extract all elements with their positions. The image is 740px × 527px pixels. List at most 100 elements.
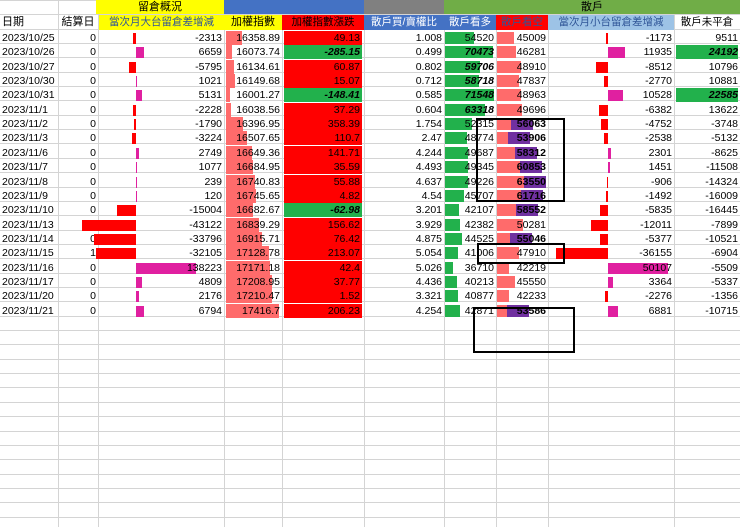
small-oi-bar bbox=[595, 61, 608, 73]
cell-date: 2023/11/20 bbox=[2, 290, 54, 303]
cell-small-oi: 6881 bbox=[648, 304, 672, 317]
index-bar bbox=[226, 174, 256, 189]
cell-small-oi: -2770 bbox=[645, 75, 672, 88]
cell-small-oi: -4752 bbox=[645, 118, 672, 131]
big-oi-bar bbox=[136, 147, 140, 159]
gridline-horizontal bbox=[0, 359, 740, 360]
retail-long-bar bbox=[445, 275, 458, 288]
cell-settle: 0 bbox=[90, 46, 96, 59]
cell-index: 16649.36 bbox=[236, 146, 280, 159]
cell-retail-long: 49345 bbox=[464, 161, 494, 174]
gridline-vertical bbox=[98, 0, 99, 527]
cell-retail-long: 71548 bbox=[464, 89, 494, 102]
cell-date: 2023/10/31 bbox=[2, 89, 55, 102]
table-row: 2023/11/20 0 2176 17210.47 1.52 3.321 40877 422… bbox=[0, 289, 740, 304]
cell-ratio: 4.254 bbox=[415, 304, 442, 317]
cell-index-change: 156.62 bbox=[284, 217, 362, 232]
gridline-horizontal bbox=[0, 502, 740, 503]
cell-small-oi: -906 bbox=[650, 175, 672, 188]
cell-small-oi: 50107 bbox=[642, 261, 672, 274]
gridline-vertical bbox=[674, 0, 675, 527]
small-oi-bar bbox=[601, 119, 608, 131]
big-oi-bar bbox=[133, 104, 136, 116]
header-retail-long: 散戶看多 bbox=[444, 15, 496, 30]
index-bar bbox=[226, 217, 259, 232]
retail-long-bar bbox=[445, 146, 469, 159]
cell-retail-net: -7899 bbox=[711, 218, 738, 231]
cell-settle: 0 bbox=[90, 261, 96, 274]
cell-index-change: 206.23 bbox=[284, 303, 362, 318]
big-oi-bar bbox=[133, 33, 136, 44]
cell-ratio: 0.604 bbox=[415, 103, 442, 116]
big-oi-bar bbox=[136, 190, 137, 202]
retail-short-bar bbox=[497, 75, 520, 88]
cell-big-oi: -2313 bbox=[195, 32, 222, 44]
cell-index: 16740.83 bbox=[236, 175, 280, 188]
cell-settle: 1 bbox=[90, 247, 96, 260]
retail-short-bar-base bbox=[497, 189, 522, 202]
big-oi-bar bbox=[136, 47, 145, 59]
index-bar bbox=[226, 31, 243, 45]
index-bar bbox=[226, 246, 269, 261]
table-row: 2023/10/30 0 1021 16149.68 15.07 0.712 58718 47… bbox=[0, 74, 740, 89]
cell-big-oi: 5131 bbox=[198, 89, 222, 102]
cell-retail-net: -16445 bbox=[705, 204, 738, 217]
retail-short-bar-base bbox=[497, 232, 510, 245]
index-bar bbox=[226, 74, 235, 89]
gridline-horizontal bbox=[0, 86, 740, 87]
cell-retail-long: 40877 bbox=[464, 290, 494, 303]
small-oi-bar bbox=[606, 176, 608, 188]
cell-big-oi: 120 bbox=[204, 189, 222, 202]
retail-long-bar bbox=[445, 304, 461, 317]
gridline-horizontal bbox=[0, 57, 740, 58]
cell-date: 2023/10/26 bbox=[2, 46, 55, 59]
header-date: 日期 bbox=[2, 16, 24, 28]
index-bar bbox=[226, 203, 254, 218]
cell-settle: 0 bbox=[90, 32, 96, 44]
gridline-horizontal bbox=[0, 201, 740, 202]
retail-long-bar bbox=[445, 32, 475, 44]
retail-long-bar bbox=[445, 261, 453, 274]
cell-ratio: 2.47 bbox=[421, 132, 442, 145]
cell-retail-short: 53906 bbox=[516, 132, 546, 145]
cell-ratio: 4.244 bbox=[415, 146, 442, 159]
cell-big-oi: -5795 bbox=[195, 60, 222, 73]
cell-ratio: 0.712 bbox=[415, 75, 442, 88]
retail-short-bar bbox=[497, 89, 522, 102]
retail-short-bar bbox=[497, 275, 516, 288]
header-big-oi: 當次月大台留倉差增減 bbox=[99, 15, 224, 30]
retail-long-bar bbox=[445, 175, 468, 188]
table-row: 2023/10/31 0 5131 16001.27 -148.41 0.585 71548… bbox=[0, 88, 740, 103]
index-bar bbox=[226, 289, 272, 304]
retail-long-bar bbox=[445, 189, 464, 202]
gridline-horizontal bbox=[0, 416, 740, 417]
cell-date: 2023/11/7 bbox=[2, 161, 48, 174]
cell-date: 2023/11/2 bbox=[2, 118, 48, 131]
index-bar bbox=[226, 59, 235, 74]
retail-short-bar bbox=[497, 290, 510, 303]
gridline-horizontal bbox=[0, 488, 740, 489]
cell-index-change: -148.41 bbox=[284, 88, 362, 103]
retail-long-bar bbox=[445, 75, 480, 88]
big-oi-bar bbox=[136, 176, 137, 188]
cell-index-change: 76.42 bbox=[284, 231, 362, 246]
cell-big-oi: 4809 bbox=[198, 275, 222, 288]
small-oi-bar bbox=[598, 104, 608, 116]
cell-date: 2023/11/17 bbox=[2, 275, 54, 288]
cell-index-change: 55.88 bbox=[284, 174, 362, 189]
small-oi-bar bbox=[556, 248, 608, 260]
cell-ratio: 5.054 bbox=[415, 247, 442, 260]
big-oi-bar bbox=[95, 248, 136, 260]
cell-retail-short: 61716 bbox=[516, 189, 546, 202]
group-header-gray bbox=[364, 0, 444, 14]
small-oi-bar bbox=[599, 205, 608, 217]
cell-settle: 0 bbox=[90, 146, 96, 159]
highlight-box bbox=[473, 307, 575, 353]
cell-ratio: 4.637 bbox=[415, 175, 442, 188]
table-row: 2023/11/130-4312216839.29156.623.9294238… bbox=[0, 217, 740, 232]
cell-big-oi: 6794 bbox=[198, 304, 222, 317]
cell-retail-long: 49226 bbox=[464, 175, 494, 188]
big-oi-bar bbox=[128, 61, 136, 73]
cell-big-oi: 1077 bbox=[198, 161, 222, 174]
